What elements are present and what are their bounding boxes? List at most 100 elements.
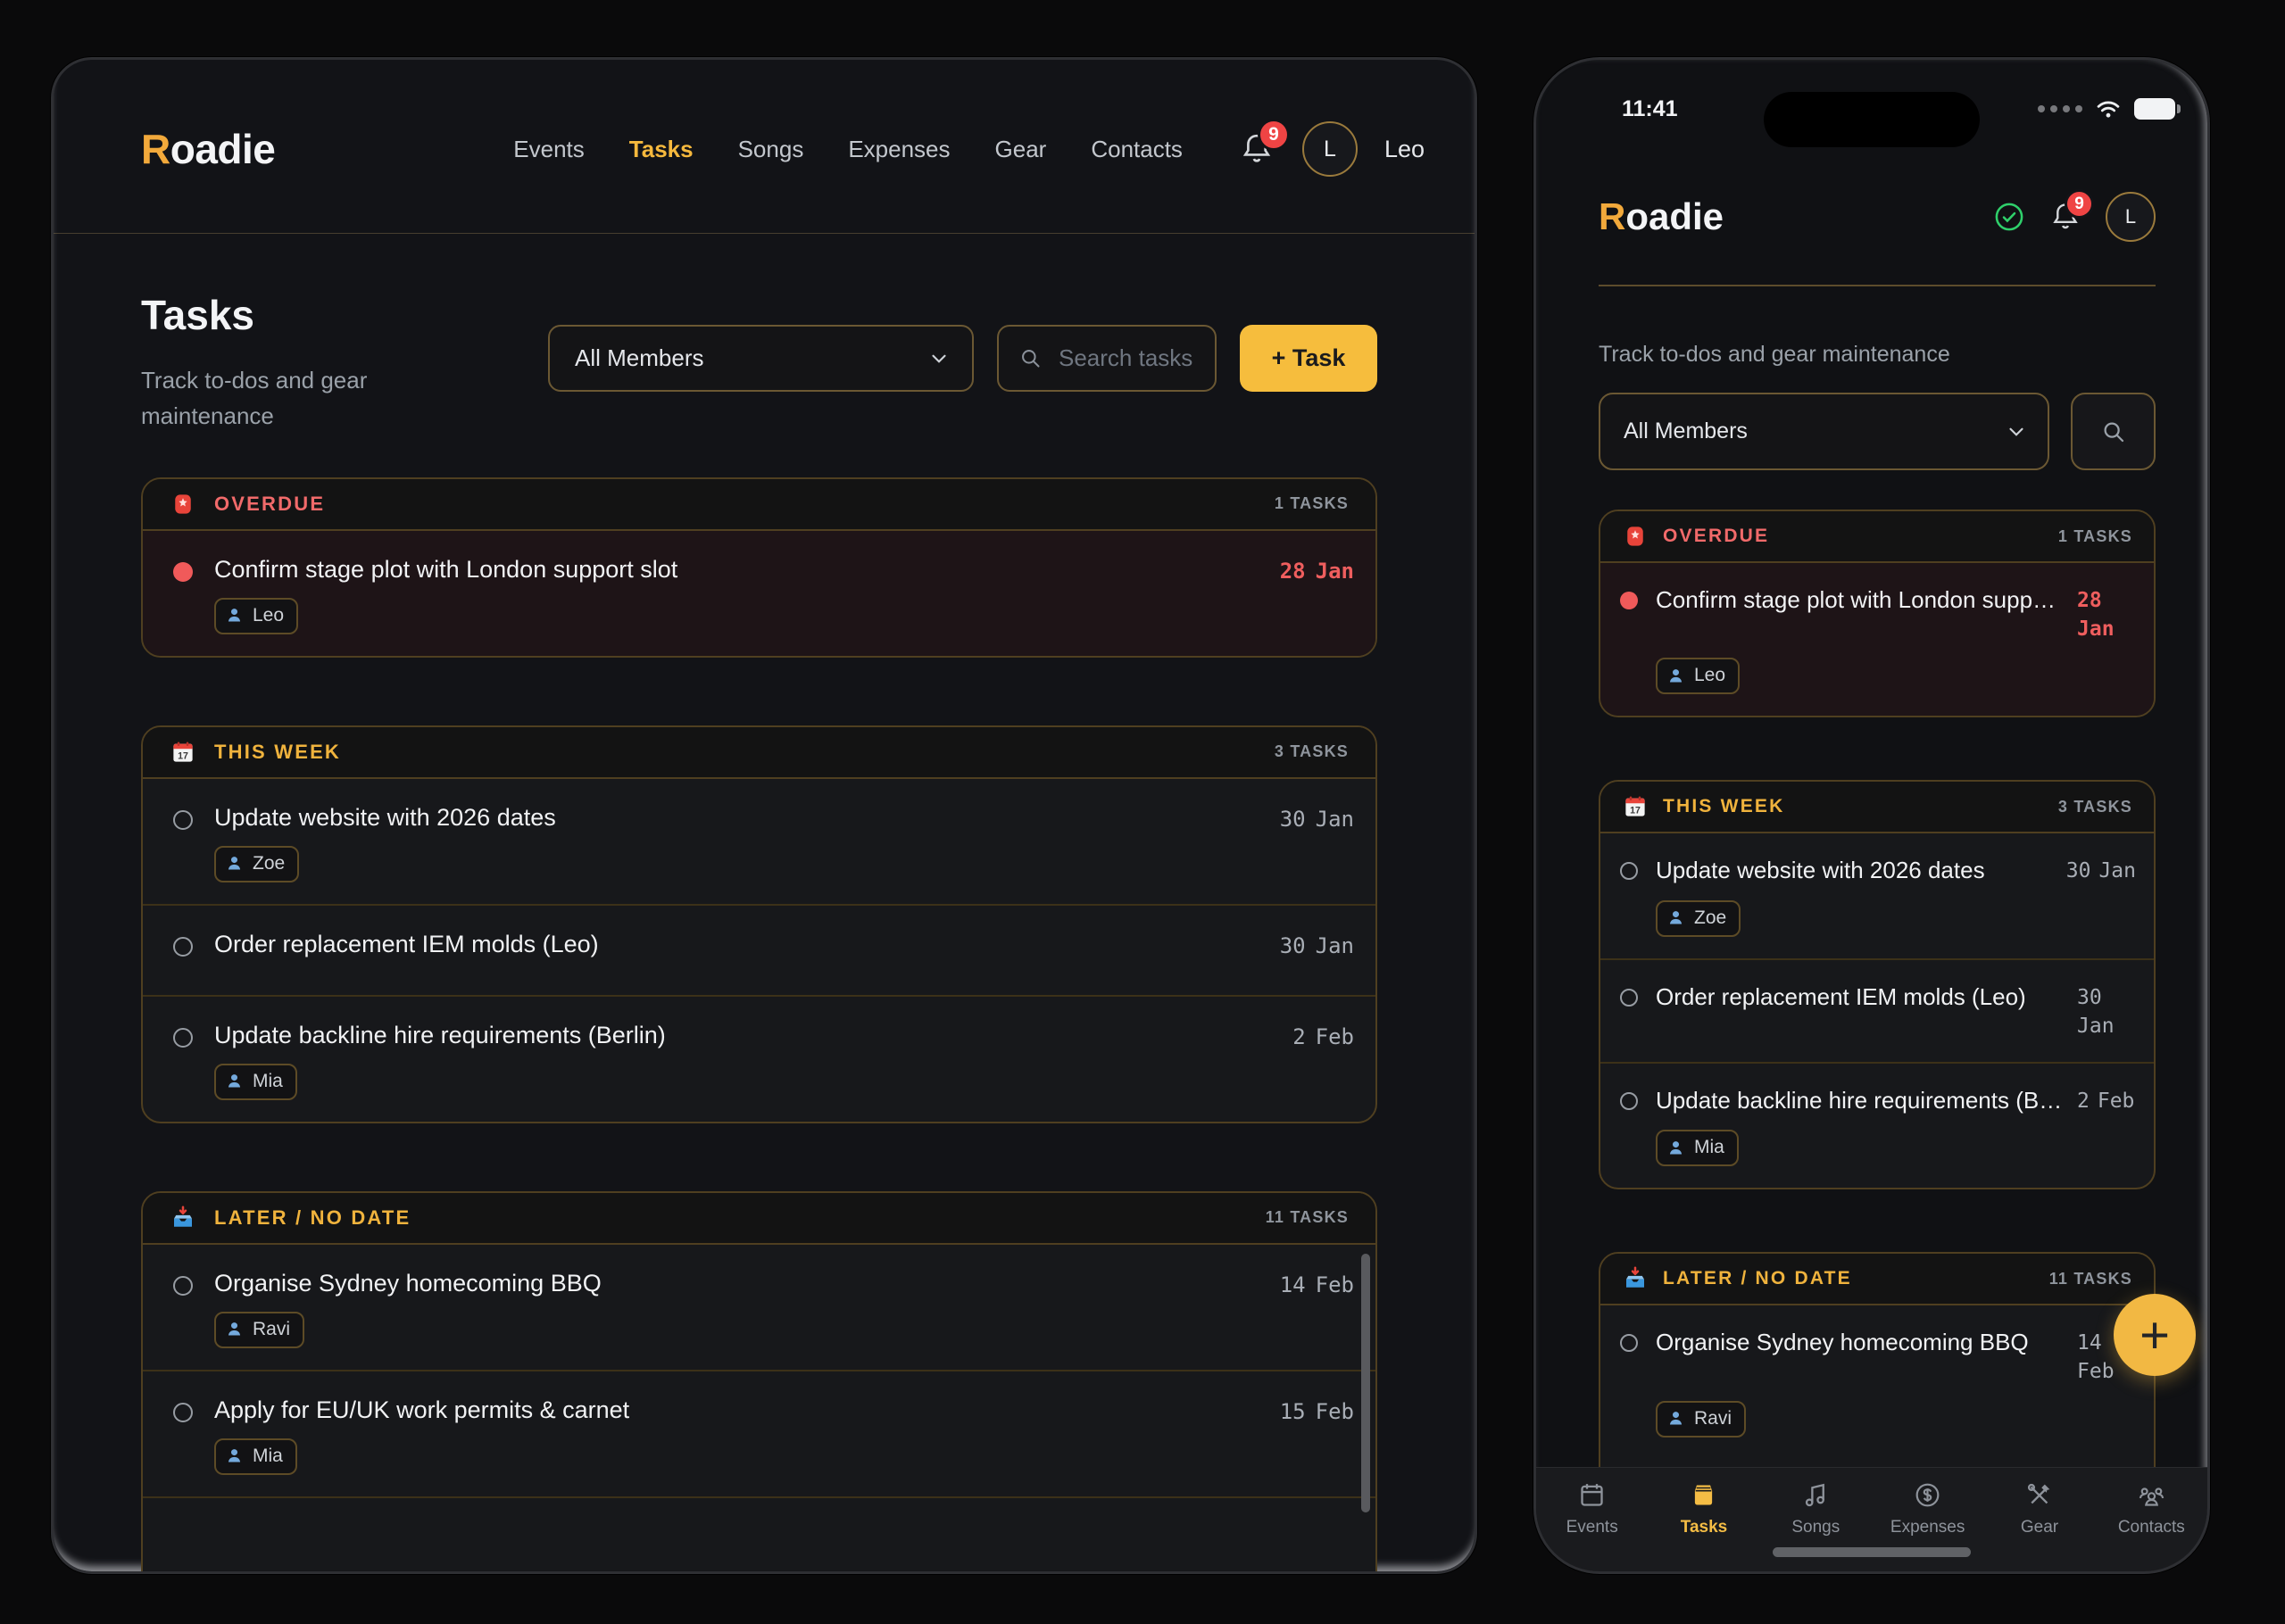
due-month: Jan: [2098, 859, 2136, 883]
mobile-tasks-page: Track to-dos and gear maintenance All Me…: [1536, 342, 2207, 1506]
task-status-dot[interactable]: [1620, 1334, 1638, 1353]
task-row[interactable]: Update website with 2026 dates 30 Jan Zoe: [143, 779, 1375, 904]
tab-events[interactable]: Events: [1536, 1480, 1648, 1571]
task-row[interactable]: Order replacement IEM molds (Leo) 30 Jan: [1600, 957, 2154, 1062]
assignee-chip: Mia: [214, 1438, 297, 1475]
person-icon: [228, 857, 241, 870]
inbox-icon: [1626, 1266, 1644, 1288]
person-icon: [228, 609, 241, 622]
header-right: 9 L Leo: [1238, 119, 1425, 177]
task-row[interactable]: Update website with 2026 dates 30 Jan Zoe: [1600, 833, 2154, 957]
due-day: 28: [1279, 558, 1306, 584]
scrollbar-thumb[interactable]: [1361, 1253, 1370, 1512]
task-row[interactable]: Apply for EU/UK work permits & carnet 15…: [143, 1369, 1375, 1496]
due-date: 2 Feb: [1292, 1022, 1354, 1049]
task-status-dot[interactable]: [1620, 1091, 1638, 1110]
main-nav: Events Tasks Songs Expenses Gear Contact…: [513, 136, 1183, 163]
task-title: Organise Sydney homecoming BBQ: [214, 1269, 602, 1297]
app-logo: Roadie: [141, 125, 276, 173]
nav-item-contacts[interactable]: Contacts: [1091, 135, 1183, 162]
task-row[interactable]: Confirm stage plot with London support s…: [143, 530, 1375, 656]
tab-expenses[interactable]: Expenses: [1872, 1480, 1983, 1571]
tab-label: Events: [1566, 1518, 1618, 1537]
crossed-tools-icon: [2028, 1483, 2050, 1504]
assignee-chip: Zoe: [1656, 899, 1741, 937]
search-box: [997, 325, 1217, 392]
avatar[interactable]: L: [1301, 121, 1358, 177]
due-month: Feb: [1315, 1023, 1354, 1049]
app-header: Roadie Events Tasks Songs Expenses Gear …: [54, 60, 1475, 234]
notifications-bell[interactable]: 9: [2048, 189, 2094, 234]
nav-item-expenses[interactable]: Expenses: [848, 135, 951, 162]
task-title: Update backline hire requirements (Berli…: [1656, 1086, 2068, 1114]
due-date: 30 Jan: [2077, 983, 2136, 1040]
task-status-dot[interactable]: [1620, 592, 1638, 609]
task-status-dot[interactable]: [173, 1027, 193, 1048]
task-line: Order replacement IEM molds (Leo) 30 Jan: [1656, 983, 2136, 1040]
tab-songs[interactable]: Songs: [1760, 1480, 1872, 1571]
search-input[interactable]: [1057, 344, 1195, 373]
calendar-emoji-icon: 17: [173, 742, 193, 762]
assignee-name: Mia: [253, 1445, 283, 1466]
siren-icon: [175, 493, 191, 514]
task-title: Update backline hire requirements (Berli…: [214, 1021, 666, 1048]
task-status-dot[interactable]: [173, 936, 193, 957]
mobile-header-right: 9 L: [1993, 189, 2156, 242]
person-icon: [228, 1449, 241, 1462]
nav-item-events[interactable]: Events: [513, 135, 585, 162]
task-title: Apply for EU/UK work permits & carnet: [214, 1396, 630, 1423]
member-filter-select[interactable]: All Members: [548, 325, 974, 392]
later-rows: Organise Sydney homecoming BBQ 14 Feb Rav…: [1600, 1305, 2154, 1458]
this-week-rows: Update website with 2026 dates 30 Jan Zoe: [1600, 833, 2154, 1188]
tab-contacts[interactable]: Contacts: [2096, 1480, 2207, 1571]
notification-badge: 9: [1257, 119, 1290, 151]
task-row[interactable]: Order replacement IEM molds (Leo) 30 Jan: [143, 903, 1375, 995]
section-title: OVERDUE: [214, 492, 326, 515]
due-month: Jan: [2077, 617, 2115, 642]
section-count: 3 TASKS: [2057, 797, 2132, 816]
task-row[interactable]: Confirm stage plot with London support s…: [1600, 563, 2154, 717]
task-status-dot[interactable]: [173, 809, 193, 830]
nav-item-songs[interactable]: Songs: [737, 135, 804, 162]
task-row[interactable]: Organise Sydney homecoming BBQ 14 Feb Rav…: [1600, 1305, 2154, 1458]
add-task-button[interactable]: + Task: [1240, 325, 1377, 392]
due-date: 15 Feb: [1280, 1396, 1354, 1424]
due-month: Feb: [2097, 1089, 2135, 1113]
task-status-dot[interactable]: [173, 1402, 193, 1422]
nav-item-tasks[interactable]: Tasks: [628, 135, 694, 162]
section-title: LATER / NO DATE: [214, 1206, 411, 1229]
tab-label: Expenses: [1890, 1518, 1965, 1537]
task-body: Update backline hire requirements (Berli…: [214, 1022, 1354, 1100]
task-title: Organise Sydney homecoming BBQ: [1656, 1329, 2029, 1356]
task-row[interactable]: Update backline hire requirements (Berli…: [1600, 1061, 2154, 1188]
task-status-dot[interactable]: [1620, 862, 1638, 881]
task-title: Update website with 2026 dates: [1656, 857, 1985, 884]
nav-item-gear[interactable]: Gear: [994, 135, 1047, 162]
assignee-name: Mia: [253, 1070, 283, 1091]
task-line: Update backline hire requirements (Berli…: [214, 1022, 1354, 1049]
add-task-fab[interactable]: +: [2114, 1294, 2196, 1376]
task-status-dot[interactable]: [173, 1275, 193, 1296]
due-date: 2 Feb: [2077, 1087, 2136, 1115]
task-line: Organise Sydney homecoming BBQ 14 Feb: [1656, 1329, 2136, 1386]
this-week-rows: Update website with 2026 dates 30 Jan Zoe: [143, 779, 1375, 1122]
task-title: Order replacement IEM molds (Leo): [214, 930, 599, 957]
task-row[interactable]: Organise Sydney homecoming BBQ 14 Feb Rav…: [143, 1245, 1375, 1370]
siren-icon: [1627, 526, 1643, 546]
task-line: Apply for EU/UK work permits & carnet 15…: [214, 1396, 1354, 1424]
tab-label: Gear: [2020, 1518, 2059, 1537]
task-status-dot[interactable]: [173, 561, 193, 582]
notifications-bell[interactable]: 9: [1238, 119, 1290, 168]
tab-tasks[interactable]: Tasks: [1648, 1480, 1759, 1571]
member-filter-select[interactable]: All Members: [1599, 393, 2049, 470]
tab-gear[interactable]: Gear: [1983, 1480, 2095, 1571]
tab-label: Contacts: [2117, 1518, 2185, 1537]
home-indicator[interactable]: [1773, 1547, 1971, 1557]
task-row[interactable]: Update backline hire requirements (Berli…: [143, 994, 1375, 1122]
later-section-header: LATER / NO DATE 11 TASKS: [143, 1192, 1375, 1245]
task-line: Update website with 2026 dates 30 Jan: [1656, 857, 2136, 885]
avatar[interactable]: L: [2106, 192, 2156, 242]
search-button[interactable]: [2071, 393, 2156, 470]
assignee-name: Ravi: [253, 1318, 291, 1339]
task-status-dot[interactable]: [1620, 988, 1638, 1007]
